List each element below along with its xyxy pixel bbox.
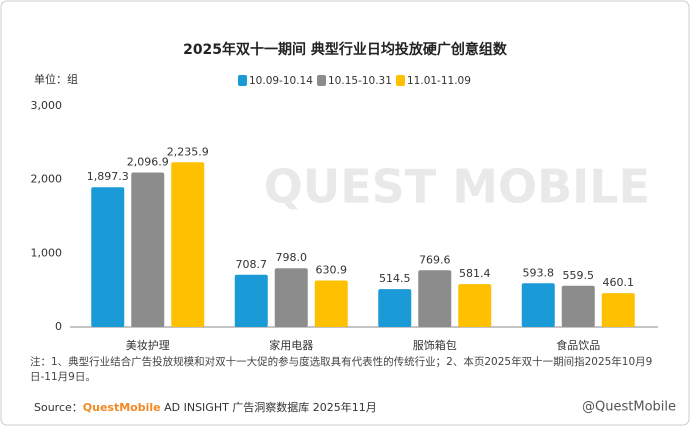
x-tick-label: 食品饮品 [556, 338, 600, 352]
value-label: 769.6 [419, 253, 451, 266]
note: 注：1、典型行业结合广告投放规模和对双十一大促的参与度选取具有代表性的传统行业；… [30, 356, 653, 383]
watermark: QUEST MOBILE [264, 160, 650, 214]
source: Source：QuestMobile AD INSIGHT 广告洞察数据库 20… [34, 400, 377, 414]
bar [274, 268, 308, 327]
bar [378, 289, 412, 327]
legend-swatch [317, 75, 326, 86]
bar [91, 187, 125, 327]
y-tick-label: 3,000 [31, 99, 63, 112]
value-label: 514.5 [379, 272, 411, 285]
value-label: 630.9 [316, 264, 348, 277]
bar [561, 285, 595, 327]
bar [314, 280, 348, 327]
legend-swatch [396, 75, 405, 86]
legend-label: 10.09-10.14 [249, 75, 313, 87]
chart-title: 2025年双十一期间 典型行业日均投放硬广创意组数 [183, 41, 508, 58]
value-label: 1,897.3 [87, 170, 129, 183]
source-prefix: Source： [34, 401, 83, 414]
value-label: 798.0 [276, 251, 308, 264]
bar [521, 283, 555, 327]
bar [601, 293, 635, 327]
source-brand: QuestMobile [83, 401, 161, 414]
x-tick-label: 美妆护理 [126, 338, 170, 352]
unit-label: 单位：组 [34, 72, 78, 86]
value-label: 581.4 [459, 267, 491, 280]
credit: @QuestMobile [582, 400, 676, 415]
y-tick-label: 0 [55, 320, 62, 333]
bar [131, 172, 165, 327]
legend-swatch [238, 75, 247, 86]
bar [458, 284, 492, 327]
x-tick-label: 服饰箱包 [413, 338, 457, 352]
source-rest: AD INSIGHT 广告洞察数据库 2025年11月 [161, 400, 377, 414]
x-tick-label: 家用电器 [269, 338, 313, 352]
bar [234, 274, 268, 327]
value-label: 708.7 [236, 258, 268, 271]
y-tick-label: 1,000 [31, 246, 63, 259]
value-label: 593.8 [523, 266, 555, 279]
value-label: 559.5 [563, 269, 595, 282]
note-box: 注：1、典型行业结合广告投放规模和对双十一大促的参与度选取具有代表性的传统行业；… [30, 356, 653, 383]
bar [418, 270, 452, 327]
value-label: 2,235.9 [167, 145, 209, 158]
value-label: 460.1 [603, 276, 635, 289]
legend-label: 10.15-10.31 [328, 75, 392, 87]
y-tick-label: 2,000 [31, 173, 63, 186]
bar [171, 162, 205, 327]
legend-label: 11.01-11.09 [407, 75, 471, 87]
value-label: 2,096.9 [127, 156, 169, 169]
